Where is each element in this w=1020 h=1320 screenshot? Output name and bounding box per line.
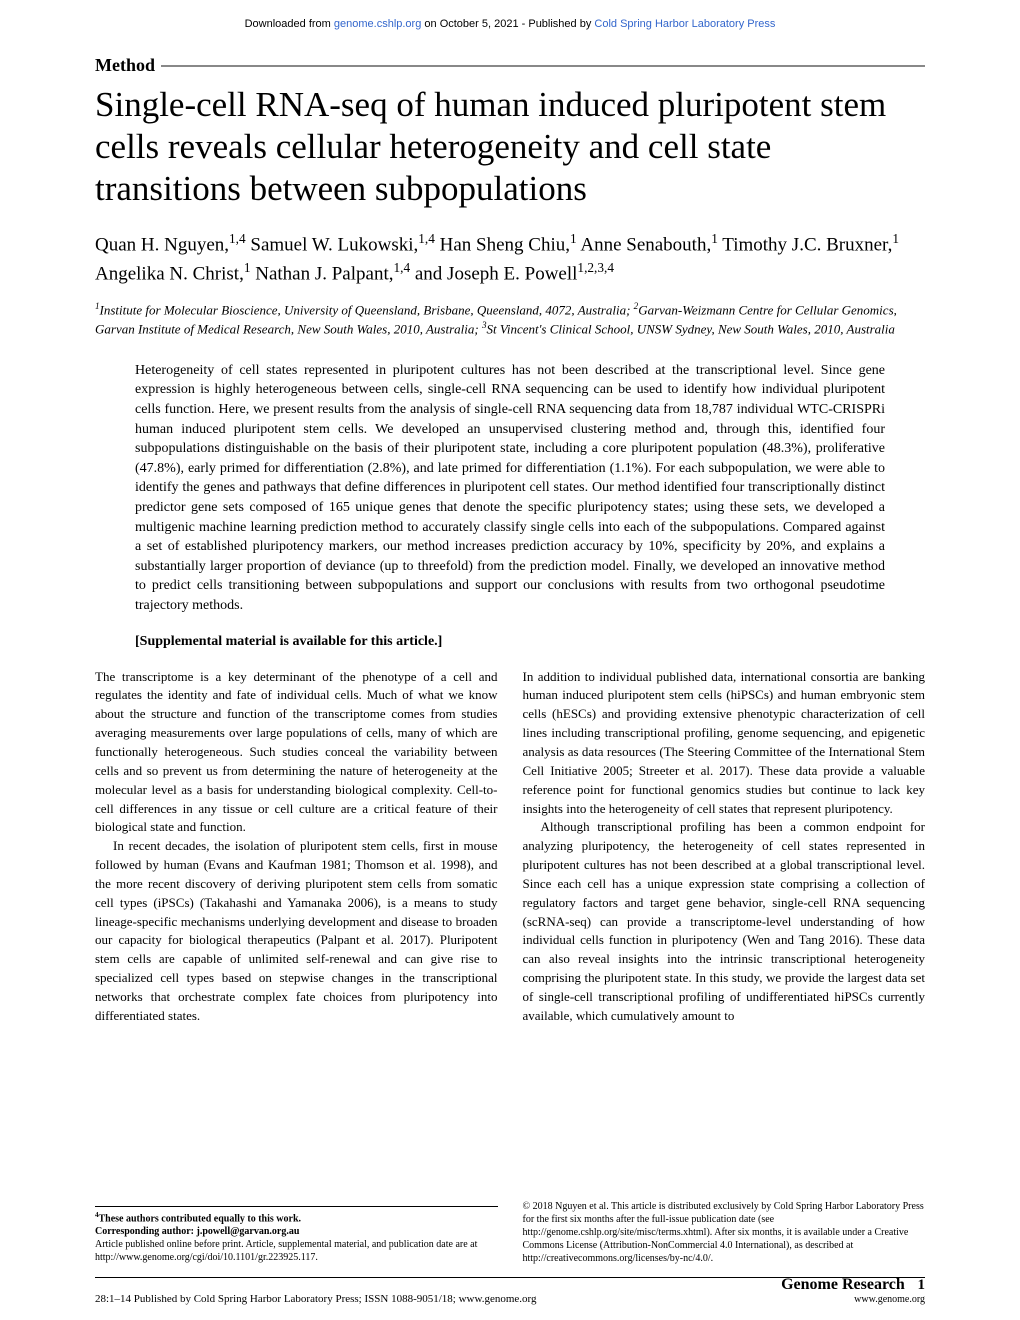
- footnote-right: © 2018 Nguyen et al. This article is dis…: [523, 1200, 926, 1265]
- journal-url: www.genome.org: [781, 1294, 925, 1305]
- body-columns: The transcriptome is a key determinant o…: [95, 668, 925, 1026]
- right-column: In addition to individual published data…: [523, 668, 926, 1026]
- left-column: The transcriptome is a key determinant o…: [95, 668, 498, 1026]
- footer-left: 28:1–14 Published by Cold Spring Harbor …: [95, 1293, 537, 1305]
- journal-brand: Genome Research: [781, 1276, 905, 1293]
- article-title: Single-cell RNA-seq of human induced plu…: [95, 84, 925, 210]
- authors-list: Quan H. Nguyen,1,4 Samuel W. Lukowski,1,…: [95, 230, 925, 288]
- footnote-left: 4These authors contributed equally to th…: [95, 1206, 498, 1265]
- corresponding-author: Corresponding author: j.powell@garvan.or…: [95, 1225, 498, 1238]
- page-content: Method Single-cell RNA-seq of human indu…: [0, 55, 1020, 1026]
- download-prefix: Downloaded from: [245, 18, 334, 30]
- footnotes: 4These authors contributed equally to th…: [95, 1200, 925, 1265]
- footer-right: Genome Research 1 www.genome.org: [781, 1276, 925, 1305]
- download-middle: on October 5, 2021 - Published by: [421, 18, 594, 30]
- download-link-2[interactable]: Cold Spring Harbor Laboratory Press: [594, 18, 775, 30]
- body-paragraph: In recent decades, the isolation of plur…: [95, 837, 498, 1025]
- download-link-1[interactable]: genome.cshlp.org: [334, 18, 421, 30]
- body-paragraph: Although transcriptional profiling has b…: [523, 818, 926, 1025]
- abstract: Heterogeneity of cell states represented…: [135, 361, 885, 616]
- affiliations: 1Institute for Molecular Bioscience, Uni…: [95, 300, 925, 339]
- article-info: Article published online before print. A…: [95, 1238, 498, 1264]
- download-header: Downloaded from genome.cshlp.org on Octo…: [0, 0, 1020, 40]
- page-footer: 28:1–14 Published by Cold Spring Harbor …: [95, 1276, 925, 1305]
- body-paragraph: The transcriptome is a key determinant o…: [95, 668, 498, 838]
- body-paragraph: In addition to individual published data…: [523, 668, 926, 819]
- method-text: Method: [95, 55, 155, 76]
- supplemental-note: [Supplemental material is available for …: [135, 634, 885, 650]
- section-label: Method: [95, 55, 925, 76]
- page-number: 1: [918, 1277, 926, 1293]
- equal-contribution: 4These authors contributed equally to th…: [95, 1211, 498, 1225]
